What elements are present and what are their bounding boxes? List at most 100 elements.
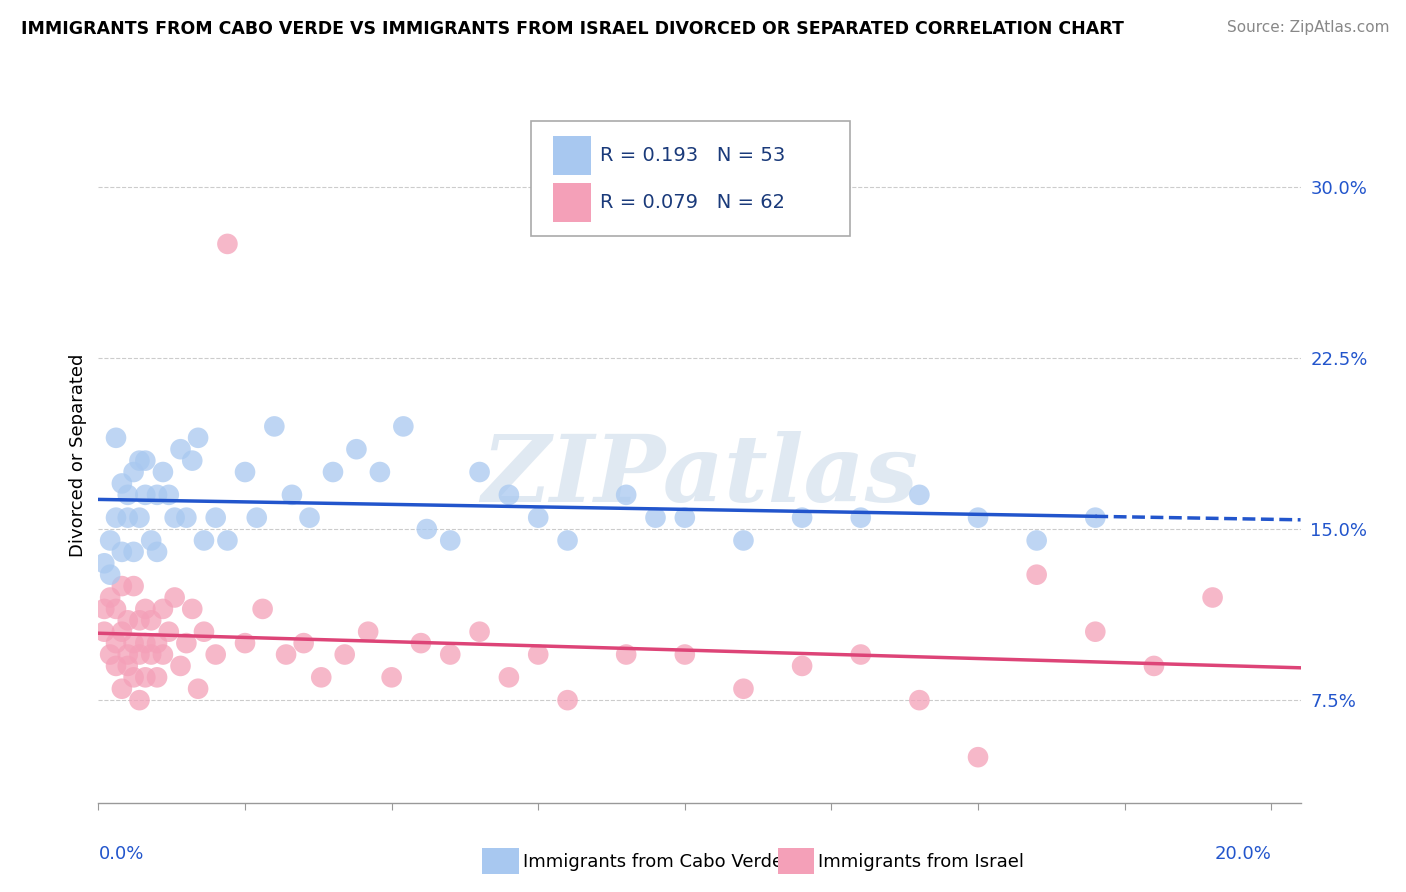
Point xyxy=(117,488,139,502)
Point xyxy=(346,442,368,457)
Point xyxy=(93,602,115,616)
Point xyxy=(204,510,226,524)
Point xyxy=(169,659,191,673)
Point xyxy=(105,510,128,524)
Point xyxy=(392,419,415,434)
Point xyxy=(368,465,391,479)
Point xyxy=(134,670,156,684)
Point xyxy=(152,602,174,616)
Point xyxy=(146,670,169,684)
Point xyxy=(152,648,174,662)
Point xyxy=(117,648,139,662)
Point xyxy=(1025,567,1047,582)
Point xyxy=(146,488,169,502)
Point xyxy=(128,510,150,524)
Point xyxy=(967,750,990,764)
Point xyxy=(141,613,163,627)
Point xyxy=(357,624,380,639)
Point xyxy=(111,579,134,593)
Point xyxy=(468,624,491,639)
FancyBboxPatch shape xyxy=(531,121,849,235)
Point xyxy=(1201,591,1223,605)
Text: ZIPatlas: ZIPatlas xyxy=(481,431,918,521)
Point xyxy=(908,488,931,502)
Point xyxy=(281,488,304,502)
Text: IMMIGRANTS FROM CABO VERDE VS IMMIGRANTS FROM ISRAEL DIVORCED OR SEPARATED CORRE: IMMIGRANTS FROM CABO VERDE VS IMMIGRANTS… xyxy=(21,20,1123,37)
Point xyxy=(122,579,145,593)
Text: R = 0.079   N = 62: R = 0.079 N = 62 xyxy=(600,193,785,212)
FancyBboxPatch shape xyxy=(553,136,592,175)
Point xyxy=(163,591,186,605)
Point xyxy=(274,648,297,662)
Point xyxy=(117,613,139,627)
Point xyxy=(187,431,209,445)
Point xyxy=(193,624,215,639)
FancyBboxPatch shape xyxy=(553,183,592,222)
Y-axis label: Divorced or Separated: Divorced or Separated xyxy=(69,353,87,557)
Point xyxy=(117,510,139,524)
Point xyxy=(141,533,163,548)
Point xyxy=(614,648,637,662)
Point xyxy=(111,476,134,491)
Point xyxy=(134,453,156,467)
Text: 0.0%: 0.0% xyxy=(98,845,143,863)
Point xyxy=(98,567,121,582)
Point xyxy=(117,659,139,673)
Point xyxy=(128,453,150,467)
Point xyxy=(527,648,550,662)
Point xyxy=(152,465,174,479)
Point xyxy=(557,533,579,548)
Point xyxy=(614,488,637,502)
Point xyxy=(93,624,115,639)
Point xyxy=(134,602,156,616)
Point xyxy=(790,510,813,524)
Point xyxy=(146,545,169,559)
Point xyxy=(233,636,256,650)
Point xyxy=(246,510,269,524)
Point xyxy=(141,648,163,662)
Point xyxy=(122,545,145,559)
Point xyxy=(409,636,432,650)
Point xyxy=(181,453,204,467)
Point xyxy=(908,693,931,707)
Point xyxy=(157,624,180,639)
Point xyxy=(128,693,150,707)
Point xyxy=(111,681,134,696)
Point xyxy=(292,636,315,650)
Point xyxy=(217,533,239,548)
Point xyxy=(416,522,439,536)
Point xyxy=(1084,624,1107,639)
Point xyxy=(849,510,872,524)
Point xyxy=(233,465,256,479)
Point xyxy=(333,648,356,662)
Point xyxy=(105,659,128,673)
Point xyxy=(298,510,321,524)
Point xyxy=(176,510,198,524)
Point xyxy=(122,636,145,650)
Point xyxy=(105,431,128,445)
Point xyxy=(93,556,115,570)
Point xyxy=(187,681,209,696)
Point xyxy=(122,670,145,684)
Point xyxy=(733,681,755,696)
Point xyxy=(252,602,274,616)
Point xyxy=(557,693,579,707)
Point xyxy=(163,510,186,524)
Point xyxy=(105,602,128,616)
Text: Immigrants from Israel: Immigrants from Israel xyxy=(818,853,1025,871)
Text: R = 0.193   N = 53: R = 0.193 N = 53 xyxy=(600,145,785,164)
Point xyxy=(98,591,121,605)
Point xyxy=(111,624,134,639)
Text: Immigrants from Cabo Verde: Immigrants from Cabo Verde xyxy=(523,853,783,871)
Point xyxy=(193,533,215,548)
Point xyxy=(105,636,128,650)
Point xyxy=(527,510,550,524)
Point xyxy=(1084,510,1107,524)
Point xyxy=(146,636,169,650)
Point xyxy=(134,636,156,650)
Text: 20.0%: 20.0% xyxy=(1215,845,1271,863)
Point xyxy=(673,510,696,524)
Point xyxy=(790,659,813,673)
Point xyxy=(128,648,150,662)
Point xyxy=(169,442,191,457)
